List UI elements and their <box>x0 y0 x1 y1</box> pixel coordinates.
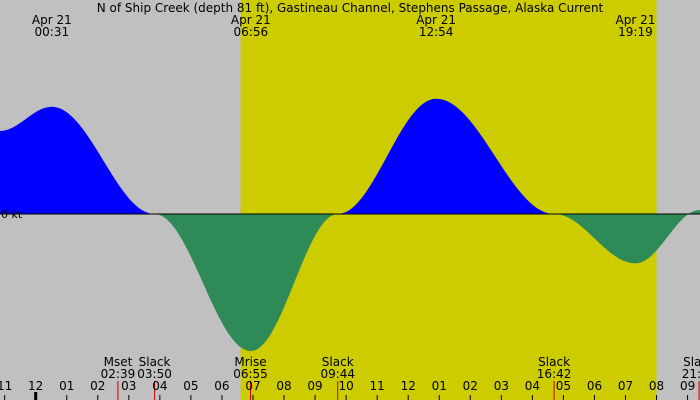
top-label-time: 12:54 <box>419 25 454 39</box>
top-label-date: Apr 21 <box>231 13 271 27</box>
event-name: Slack <box>322 355 354 369</box>
event-time: 21:22 <box>682 367 700 381</box>
hour-tick-label: 06 <box>214 379 229 393</box>
hour-tick-label: 04 <box>152 379 167 393</box>
event-name: Mset <box>104 355 133 369</box>
bottom-event-labels: Mset02:39Slack03:50Mrise06:55Slack09:44S… <box>101 355 700 400</box>
flood-current-area <box>0 106 155 214</box>
event-time: 02:39 <box>101 367 136 381</box>
hour-tick-label: 05 <box>183 379 198 393</box>
hour-tick-label: 09 <box>307 379 322 393</box>
event-name: Slack <box>683 355 700 369</box>
event-time: 03:50 <box>137 367 172 381</box>
hour-tick-label: 01 <box>59 379 74 393</box>
event-time: 09:44 <box>320 367 355 381</box>
hour-tick-label: 02 <box>463 379 478 393</box>
event-name: Slack <box>538 355 570 369</box>
hour-tick-label: 09 <box>680 379 695 393</box>
y-axis-label: 0 kt <box>1 208 23 221</box>
hour-tick-label: 03 <box>494 379 509 393</box>
hour-tick-label: 02 <box>90 379 105 393</box>
hour-tick-label: 12 <box>28 379 43 393</box>
top-label-time: 19:19 <box>618 25 653 39</box>
top-label-time: 00:31 <box>35 25 70 39</box>
hour-tick-label: 03 <box>121 379 136 393</box>
event-time: 06:55 <box>233 367 268 381</box>
hour-tick-label: 10 <box>338 379 353 393</box>
hour-tick-label: 08 <box>276 379 291 393</box>
top-label-date: Apr 21 <box>616 13 656 27</box>
hour-tick-label: 01 <box>432 379 447 393</box>
event-name: Mrise <box>234 355 266 369</box>
chart-title: N of Ship Creek (depth 81 ft), Gastineau… <box>97 1 604 15</box>
flood-current-area <box>337 98 555 214</box>
hour-tick-label: 12 <box>401 379 416 393</box>
ebb-current-area <box>154 214 338 351</box>
event-name: Slack <box>139 355 171 369</box>
hour-tick-label: 05 <box>556 379 571 393</box>
hour-tick-label: 07 <box>245 379 260 393</box>
top-label-date: Apr 21 <box>32 13 72 27</box>
hour-tick-label: 08 <box>649 379 664 393</box>
hour-tick-label: 04 <box>525 379 540 393</box>
top-label-date: Apr 21 <box>416 13 456 27</box>
hour-tick-label: 11 <box>0 379 12 393</box>
ebb-current-area <box>554 209 700 264</box>
hour-ticks: 11 12 01 02 03 04 05 06 07 08 09 10 11 12 01 02 03 04 05 06… <box>0 379 695 400</box>
hour-tick-label: 11 <box>370 379 385 393</box>
hour-tick-label: 06 <box>587 379 602 393</box>
hour-tick-label: 07 <box>618 379 633 393</box>
event-time: 16:42 <box>537 367 572 381</box>
top-label-time: 06:56 <box>234 25 269 39</box>
current-areas <box>0 98 700 351</box>
